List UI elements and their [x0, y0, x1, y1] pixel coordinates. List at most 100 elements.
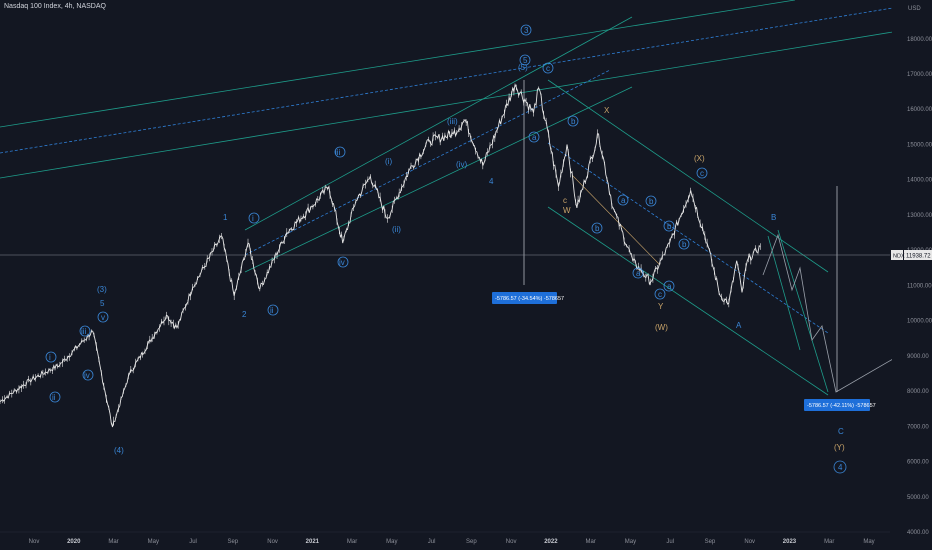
x-tick-label: May: [625, 539, 636, 545]
dashed-line: [547, 142, 829, 334]
x-tick-label: 2022: [544, 539, 558, 545]
wave-label: b: [571, 117, 576, 126]
wave-label: (X): [694, 154, 705, 163]
x-tick-label: Sep: [466, 539, 477, 545]
channel-line: [0, 0, 796, 128]
price-line: [0, 82, 761, 428]
measure-box-text: -5786.57 (-34.54%) -578657: [495, 296, 564, 302]
x-tick-label: Sep: [705, 539, 716, 545]
wave-label: (3): [97, 285, 107, 294]
y-tick-label: 10000.00: [907, 319, 932, 325]
x-tick-label: Sep: [227, 539, 238, 545]
wave-label: v: [101, 313, 105, 322]
wave-label: iv: [339, 258, 345, 267]
wave-label: X: [604, 106, 610, 115]
x-tick-label: Jul: [428, 539, 436, 545]
wave-label: iii: [335, 148, 341, 157]
wave-label: b: [667, 222, 672, 231]
measure-box: -5786.57 (-34.54%) -578657: [492, 292, 564, 304]
wave-label: ii: [52, 393, 56, 402]
chart-title: Nasdaq 100 Index, 4h, NASDAQ: [4, 3, 106, 10]
y-tick-label: 11000.00: [907, 283, 932, 289]
y-tick-label: 9000.00: [907, 354, 929, 360]
y-tick-label: 18000.00: [907, 37, 932, 43]
x-tick-label: Nov: [744, 539, 755, 545]
wave-label: (iii): [447, 117, 458, 126]
measure-box: -5786.57 (-42.11%) -578657: [804, 399, 876, 411]
trend-lines: [0, 0, 906, 396]
wave-label: b: [682, 240, 687, 249]
measure-box-text: -5786.57 (-42.11%) -578657: [807, 403, 876, 409]
x-tick-label: 2023: [783, 539, 797, 545]
x-tick-label: Mar: [585, 539, 595, 545]
wave-label: 5: [523, 56, 528, 65]
x-tick-label: May: [863, 539, 874, 545]
y-tick-label: 4000.00: [907, 530, 929, 536]
channel-line: [244, 16, 633, 231]
wave-label: C: [838, 427, 844, 436]
wave-label: (4): [114, 446, 124, 455]
x-tick-label: Jul: [666, 539, 674, 545]
x-axis: Nov 2020 Mar May Jul Sep Nov 2021 Mar May Jul Sep No…: [29, 539, 875, 545]
wave-label: i: [252, 214, 254, 223]
y-axis-panel: [892, 0, 932, 550]
wave-label: c: [546, 64, 550, 73]
y-tick-label: 16000.00: [907, 107, 932, 113]
y-tick-label: 14000.00: [907, 178, 932, 184]
wave-label: Y: [658, 302, 664, 311]
wave-label: iv: [84, 371, 90, 380]
wave-label: a: [636, 269, 641, 278]
channel-line: [547, 206, 829, 396]
x-tick-label: Mar: [108, 539, 118, 545]
wave-label: iii: [81, 327, 87, 336]
x-tick-label: May: [148, 539, 159, 545]
wave-label: (5): [518, 63, 528, 72]
x-tick-label: Jul: [189, 539, 197, 545]
wave-label: a: [667, 282, 672, 291]
wave-label: 1: [223, 213, 228, 222]
wave-label: A: [736, 321, 742, 330]
wave-label: i: [49, 353, 51, 362]
x-tick-label: May: [386, 539, 397, 545]
wave-label: 4: [489, 177, 494, 186]
y-tick-label: 8000.00: [907, 389, 929, 395]
y-axis: 4000.00 5000.00 6000.00 7000.00 8000.00 9000.…: [907, 37, 932, 536]
wave-label: c: [658, 290, 662, 299]
dashed-line: [0, 5, 906, 154]
wave-label: (i): [385, 157, 392, 166]
wave-label: c: [563, 196, 567, 205]
retrace-line: [571, 174, 661, 266]
y-tick-label: 5000.00: [907, 495, 929, 501]
x-tick-label: Mar: [824, 539, 834, 545]
y-tick-label: 7000.00: [907, 424, 929, 430]
wave-label: a: [532, 133, 537, 142]
wave-label: 3: [524, 26, 529, 35]
y-tick-label: 15000.00: [907, 142, 932, 148]
x-tick-label: 2020: [67, 539, 81, 545]
wave-label: a: [621, 196, 626, 205]
channel-line: [0, 29, 906, 179]
wave-label: ii: [270, 306, 274, 315]
wave-labels: i ii iii iv v (3) 5 (4) 1 2 i ii iii iv …: [45, 24, 847, 474]
x-tick-label: Nov: [267, 539, 278, 545]
x-tick-label: 2021: [306, 539, 320, 545]
wave-label: c: [700, 169, 704, 178]
wave-label: b: [595, 224, 600, 233]
x-tick-label: Mar: [347, 539, 357, 545]
wave-label: 4: [838, 463, 843, 472]
currency-label: USD: [908, 6, 921, 12]
projection-path: [762, 233, 906, 393]
projection-line: [777, 229, 829, 393]
wave-label: 5: [100, 299, 105, 308]
y-tick-label: 13000.00: [907, 213, 932, 219]
wave-label: (Y): [834, 443, 845, 452]
wave-label: (W): [655, 323, 668, 332]
wave-label: b: [649, 197, 654, 206]
channel-line: [244, 86, 633, 273]
channel-line: [547, 79, 829, 273]
projection-line: [767, 235, 801, 351]
price-tag-value: 11938.72: [906, 254, 931, 260]
wave-label: 2: [242, 310, 247, 319]
wave-label: W: [563, 206, 571, 215]
